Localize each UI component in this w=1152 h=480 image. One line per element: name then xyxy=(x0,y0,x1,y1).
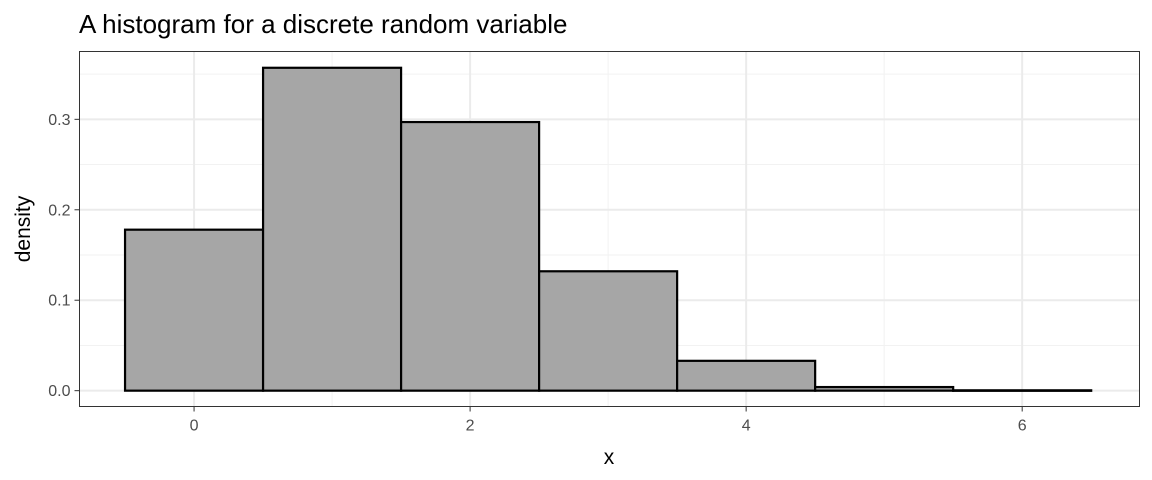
x-tick-label: 4 xyxy=(742,418,751,435)
x-tick-label: 6 xyxy=(1018,418,1027,435)
histogram-bar xyxy=(399,120,541,392)
axis-ticks xyxy=(74,118,1023,412)
x-tick-label: 2 xyxy=(466,418,475,435)
x-axis-title: x xyxy=(604,446,615,469)
x-tick-label: 0 xyxy=(190,418,199,435)
histogram-bar xyxy=(261,66,403,392)
histogram-bars xyxy=(123,66,1093,392)
y-tick-label: 0.2 xyxy=(48,202,70,219)
histogram-bar xyxy=(952,389,1093,392)
y-tick-label: 0.1 xyxy=(48,293,70,310)
y-tick-label: 0.3 xyxy=(48,112,70,129)
histogram-bar xyxy=(123,228,265,392)
chart-title: A histogram for a discrete random variab… xyxy=(79,9,567,39)
y-tick-label: 0.0 xyxy=(48,383,70,400)
axis-tick-labels: 0 2 4 6 0.0 0.1 0.2 0.3 xyxy=(48,112,1026,435)
y-axis-title: density xyxy=(12,195,35,262)
histogram-bar xyxy=(538,270,679,392)
histogram-bar xyxy=(676,359,817,392)
panel-border xyxy=(79,51,1140,407)
histogram-bar xyxy=(814,385,955,392)
